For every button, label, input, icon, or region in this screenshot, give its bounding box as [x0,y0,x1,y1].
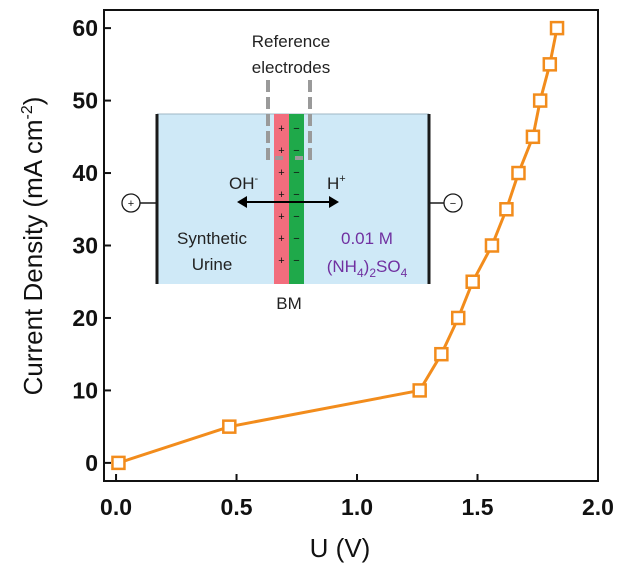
x-tick-label: 2.0 [582,494,614,520]
membrane-minus-sign: − [293,167,299,179]
data-point [549,20,565,36]
y-tick-label: 20 [72,305,98,331]
membrane-minus-sign: − [293,123,299,135]
membrane-minus-sign: − [293,255,299,267]
data-point [222,419,237,434]
cathode-terminal-icon: − [443,193,463,213]
membrane-minus-sign: − [293,145,299,157]
data-point [412,383,427,398]
ion-arrow-left-head [237,196,247,208]
x-tick-label: 0.5 [221,494,253,520]
y-axis-ticks: 0 10 20 30 40 50 60 [72,15,111,476]
data-point [484,238,500,253]
membrane-minus-sign: − [293,233,299,245]
data-point [465,274,480,289]
right-compartment-label-line2: (NH4)2SO4 [327,257,408,280]
left-compartment-label-line1: Synthetic [177,229,247,248]
membrane-label: BM [276,294,302,313]
membrane-plus-sign: + [278,145,284,157]
x-tick-label: 1.0 [341,494,373,520]
y-tick-label: 30 [72,233,98,259]
y-axis-title: Current Density (mA cm-2) [18,97,48,396]
membrane-plus-sign: + [278,255,284,267]
membrane-plus-sign: + [278,189,284,201]
data-point [511,165,526,181]
reference-label-line1: Reference [252,32,330,51]
y-tick-label: 40 [72,160,98,186]
inset-diagram: + − + −+ −+ −+ −+ −+ −+ − Reference electrodes … [121,32,463,313]
ion-arrow-right-head [329,196,339,208]
y-axis-title-end: ) [18,97,48,106]
left-compartment-label-line2: Urine [192,255,233,274]
membrane-plus-sign: + [278,167,284,179]
membrane-plus-sign: + [278,211,284,223]
reference-electrode-right [295,80,312,160]
membrane-minus-sign: − [293,189,299,201]
membrane-charge-signs: + −+ −+ −+ −+ −+ −+ − [278,123,299,267]
data-point [450,310,466,326]
y-tick-label: 10 [72,377,98,403]
data-point [499,202,514,217]
data-point [111,455,126,471]
right-compartment-label-line1: 0.01 M [341,229,393,248]
data-point [532,93,548,108]
svg-text:−: − [450,198,456,210]
membrane-plus-sign: + [278,233,284,245]
y-axis-title-main: Current Density (mA cm [18,119,48,395]
proton-label: H+ [327,173,346,193]
series-layer [111,20,565,471]
y-tick-label: 50 [72,88,98,114]
x-tick-label: 1.5 [462,494,494,520]
x-axis-ticks: 0.0 0.5 1.0 1.5 2.0 [100,474,614,520]
hydroxide-label: OH- [229,173,259,193]
membrane-minus-sign: − [293,211,299,223]
membrane-plus-sign: + [278,123,284,135]
data-point [542,57,558,72]
reference-label-line2: electrodes [252,58,330,77]
y-axis-title-sup: -2 [19,105,36,119]
x-axis-title: U (V) [310,533,371,563]
y-tick-label: 0 [85,450,98,476]
data-point [525,129,541,145]
y-tick-label: 60 [72,15,98,41]
reference-electrode-left [266,80,283,160]
x-tick-label: 0.0 [100,494,132,520]
anode-terminal-icon: + [121,193,141,213]
svg-text:+: + [128,198,134,210]
data-point [434,346,449,362]
